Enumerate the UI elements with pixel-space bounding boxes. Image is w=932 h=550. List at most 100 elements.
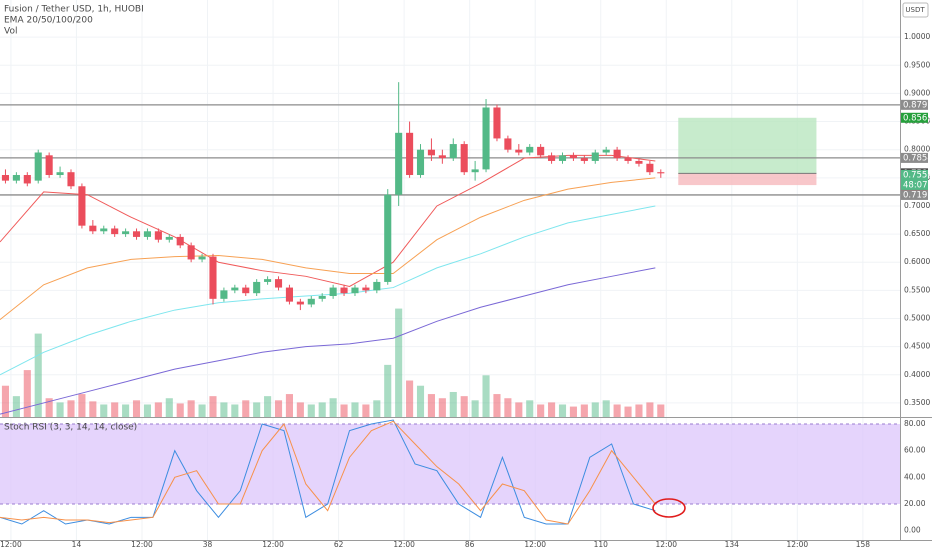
- ema-line: [0, 154, 656, 287]
- volume-bar: [34, 333, 42, 417]
- candle-body: [253, 281, 261, 294]
- profit-zone: [678, 117, 817, 174]
- hline-tag-box: [901, 189, 928, 200]
- candle-body: [89, 225, 97, 232]
- candle-body: [548, 155, 556, 161]
- candle-body: [274, 279, 283, 288]
- hline-tag: 0.7854: [903, 153, 932, 163]
- candle-body: [427, 149, 435, 156]
- candle-body: [296, 301, 304, 305]
- chart-title: Fusion / Tether USD, 1h, HUOBI: [4, 5, 144, 15]
- volume-bar: [220, 402, 228, 417]
- hline-tag-box: [901, 152, 928, 163]
- y-tick-label: 0.5000: [904, 314, 930, 323]
- volume-bar: [187, 400, 195, 417]
- currency: USDT: [905, 6, 925, 14]
- candle-body: [373, 281, 381, 291]
- volume-bar: [209, 396, 217, 417]
- candle-body: [67, 172, 75, 187]
- candle-body: [416, 149, 425, 176]
- volume-bar: [373, 400, 381, 417]
- volume-bar: [253, 402, 261, 417]
- x-tick-label: 12:00: [787, 540, 809, 549]
- candle-body: [122, 231, 130, 235]
- volume-bar: [45, 398, 53, 417]
- candle-body: [362, 287, 370, 291]
- candle-body: [471, 169, 479, 173]
- volume-bar: [340, 404, 348, 417]
- osc-tick-label: 0.00: [904, 526, 921, 535]
- candle-body: [45, 155, 53, 176]
- volume-bar: [613, 404, 621, 417]
- candle-body: [132, 231, 141, 237]
- volume-bar: [657, 404, 665, 417]
- candle-body: [558, 155, 567, 161]
- osc-tick-label: 40.00: [904, 472, 926, 481]
- volume-bar: [526, 400, 534, 417]
- hline-tag: 0.7196: [903, 190, 932, 200]
- oscillator-title: Stoch RSI (3, 3, 14, 14, close): [4, 423, 137, 433]
- volume-bar: [395, 308, 403, 417]
- indicator-label: EMA 20/50/100/200: [4, 16, 93, 26]
- y-tick-label: 0.9000: [904, 88, 930, 97]
- currency-box[interactable]: [902, 2, 929, 18]
- volume-bar: [635, 404, 643, 417]
- volume-bar: [231, 404, 239, 417]
- candle-body: [460, 144, 468, 173]
- volume-bar: [569, 406, 577, 417]
- candle-body: [264, 279, 272, 282]
- candle-body: [198, 256, 206, 260]
- y-tick-label: 0.8000: [904, 145, 930, 154]
- candle-body: [580, 158, 588, 161]
- candle-body: [220, 290, 228, 299]
- osc-tick-label: 60.00: [904, 446, 926, 455]
- volume-bar: [449, 391, 457, 417]
- candle-body: [493, 107, 501, 139]
- osc-line: [0, 419, 656, 525]
- volume-bar: [23, 370, 31, 417]
- annotation-circle: [652, 498, 686, 518]
- volume-bar: [329, 398, 337, 417]
- volume-bar: [318, 402, 326, 417]
- candle-body: [384, 194, 392, 282]
- y-tick-label: 0.4500: [904, 342, 930, 351]
- candle-body: [504, 138, 512, 150]
- volume-bar: [515, 402, 523, 417]
- last-price-tag: 0.7551: [903, 170, 932, 180]
- candle-body: [307, 298, 315, 305]
- candle-body: [242, 287, 250, 294]
- candle-body: [438, 155, 446, 159]
- volume-bar: [143, 404, 152, 417]
- hline-tag: 0.8797: [903, 100, 932, 110]
- volume-bar: [132, 400, 141, 417]
- volume-bar: [504, 398, 512, 417]
- candle-body: [329, 287, 337, 297]
- volume-bar: [264, 396, 272, 417]
- candle-body: [602, 149, 610, 153]
- last-price-tag-box: [901, 169, 928, 190]
- volume-bar: [56, 402, 64, 417]
- volume-bar: [242, 400, 250, 417]
- y-tick-label: 0.9500: [904, 60, 930, 69]
- candle-body: [635, 160, 643, 164]
- volume-bar: [165, 398, 173, 417]
- volume-bar: [274, 400, 283, 417]
- x-tick-label: 38: [203, 540, 213, 549]
- volume-bar: [493, 394, 501, 417]
- candle-body: [143, 231, 152, 237]
- y-tick-label: 0.5500: [904, 285, 930, 294]
- volume-bar: [602, 400, 610, 417]
- candle-body: [569, 155, 577, 159]
- x-tick-label: 110: [594, 540, 609, 549]
- volume-bar: [362, 404, 370, 417]
- volume-bar: [351, 402, 359, 417]
- volume-bar: [100, 404, 108, 417]
- candle-body: [78, 186, 86, 226]
- volume-bar: [624, 406, 632, 417]
- candle-body: [34, 152, 42, 181]
- loss-zone: [678, 173, 817, 186]
- ema-line: [0, 177, 656, 321]
- volume-bar: [646, 402, 654, 417]
- candle-body: [351, 287, 359, 294]
- volume-bar: [89, 401, 97, 417]
